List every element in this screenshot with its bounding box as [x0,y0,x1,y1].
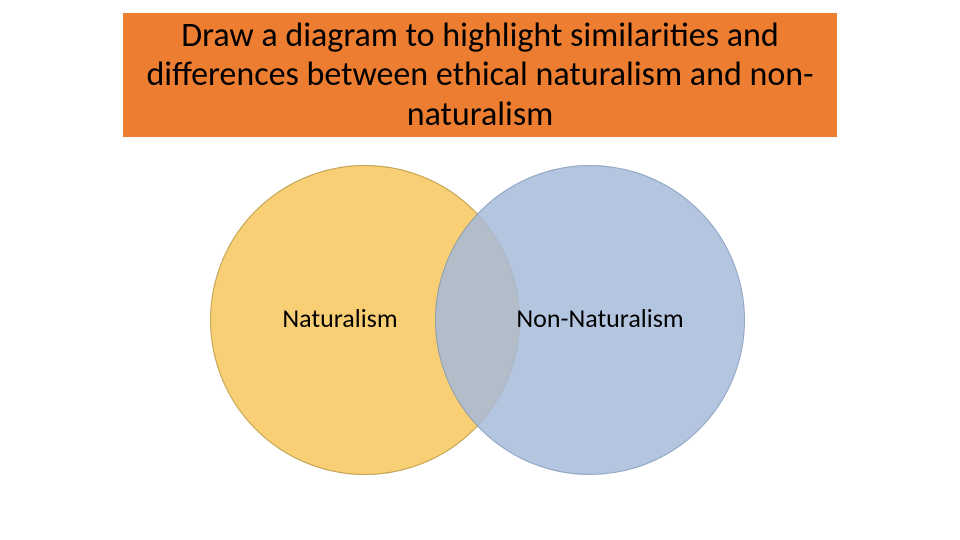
venn-label-non-naturalism: Non-Naturalism [500,283,700,353]
title-text: Draw a diagram to highlight similarities… [139,16,821,133]
venn-label-non-naturalism-text: Non-Naturalism [516,304,683,333]
venn-label-naturalism: Naturalism [240,283,440,353]
title-box: Draw a diagram to highlight similarities… [120,10,840,140]
venn-label-naturalism-text: Naturalism [282,304,397,333]
slide-canvas: Draw a diagram to highlight similarities… [0,0,960,540]
